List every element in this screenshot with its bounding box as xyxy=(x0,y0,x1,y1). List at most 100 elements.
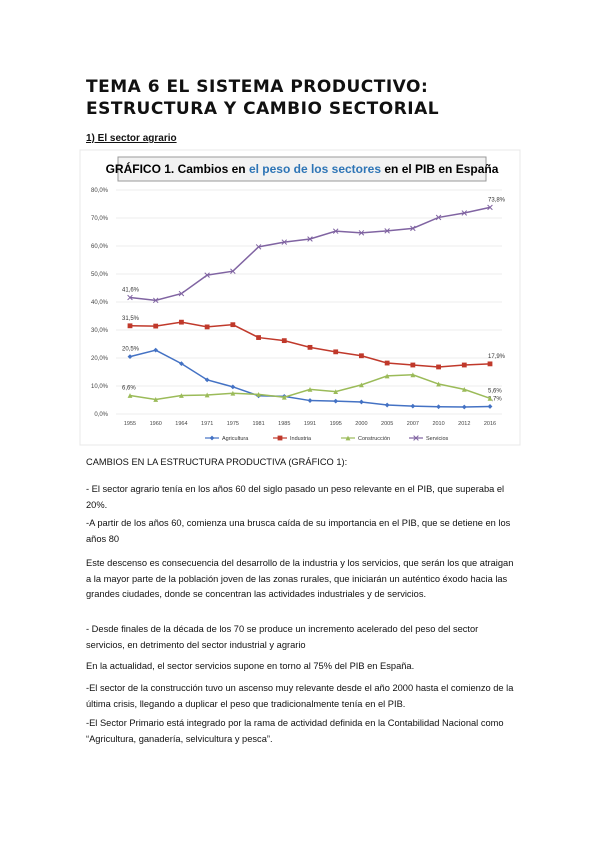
point-marker xyxy=(384,228,390,234)
x-tick-label: 2005 xyxy=(381,421,393,427)
point-marker xyxy=(230,390,236,396)
point-marker xyxy=(127,323,133,329)
point-marker xyxy=(487,404,493,409)
point-marker xyxy=(461,210,468,216)
data-label: 41,6% xyxy=(122,288,140,294)
point-marker xyxy=(332,228,339,234)
chart-title-box xyxy=(117,156,487,182)
x-tick-label: 1955 xyxy=(124,421,136,427)
point-marker xyxy=(230,322,236,328)
section-title: CAMBIOS EN LA ESTRUCTURA PRODUCTIVA (GRÁ… xyxy=(86,457,348,467)
point-marker xyxy=(410,372,416,378)
y-tick-label: 30,0% xyxy=(91,328,109,334)
point-marker xyxy=(179,393,184,398)
point-marker xyxy=(127,393,133,398)
point-marker xyxy=(307,398,313,403)
point-marker xyxy=(384,402,390,408)
paragraph: - El sector agrario tenía en los años 60… xyxy=(86,484,505,510)
point-marker xyxy=(384,360,390,366)
paragraph: En la actualidad, el sector servicios su… xyxy=(86,661,415,671)
legend-marker xyxy=(277,435,283,441)
point-marker xyxy=(127,354,133,359)
point-marker xyxy=(153,323,159,329)
title-part: en el PIB en España xyxy=(384,162,498,176)
data-label: 20,5% xyxy=(122,347,140,353)
x-tick-label: 1964 xyxy=(175,421,187,427)
title-highlight: el peso de los sectores xyxy=(249,162,381,176)
point-marker xyxy=(359,353,364,359)
paragraph: Este descenso es consecuencia del desarr… xyxy=(86,558,514,599)
point-marker xyxy=(487,395,493,401)
point-marker xyxy=(178,290,185,297)
point-marker xyxy=(359,382,364,388)
x-tick-label: 1995 xyxy=(330,421,342,427)
data-label: 31,5% xyxy=(122,316,140,322)
point-marker xyxy=(461,404,467,410)
point-marker xyxy=(179,319,184,325)
point-marker xyxy=(384,373,390,379)
x-tick-label: 2000 xyxy=(355,421,367,427)
x-tick-label: 2010 xyxy=(432,421,444,427)
point-marker xyxy=(230,384,236,390)
point-marker xyxy=(127,294,133,301)
x-tick-label: 2012 xyxy=(458,421,470,427)
title-part: GRÁFICO 1. Cambios en xyxy=(106,161,246,176)
paragraph: -El Sector Primario está integrado por l… xyxy=(86,718,504,744)
paragraph: -El sector de la construcción tuvo un as… xyxy=(86,683,514,709)
x-tick-label: 2007 xyxy=(407,421,419,427)
point-marker xyxy=(255,244,262,250)
data-label: 2,7% xyxy=(488,396,502,402)
point-marker xyxy=(204,324,210,330)
point-marker xyxy=(436,364,441,370)
x-tick-label: 1985 xyxy=(278,421,290,427)
point-marker xyxy=(487,204,493,211)
x-tick-label: 1981 xyxy=(252,421,264,427)
point-marker xyxy=(204,272,210,278)
data-label: 6,6% xyxy=(122,386,136,392)
point-marker xyxy=(256,335,261,340)
point-marker xyxy=(204,392,210,398)
legend-marker xyxy=(345,435,351,441)
point-marker xyxy=(179,361,184,366)
x-tick-label: 1975 xyxy=(227,421,239,427)
point-marker xyxy=(153,397,159,402)
point-marker xyxy=(410,225,416,232)
point-marker xyxy=(436,381,441,387)
chart-frame xyxy=(79,149,521,446)
point-marker xyxy=(435,214,442,221)
x-tick-label: 2016 xyxy=(484,421,496,427)
point-marker xyxy=(153,347,159,353)
data-label: 73,8% xyxy=(488,197,506,203)
y-tick-label: 20,0% xyxy=(91,356,109,362)
point-marker xyxy=(487,361,493,367)
point-marker xyxy=(461,362,467,368)
point-marker xyxy=(358,230,365,236)
legend-label: Servicios xyxy=(426,436,449,442)
data-label: 5,6% xyxy=(488,388,502,394)
point-marker xyxy=(204,377,210,383)
point-marker xyxy=(230,268,236,274)
y-tick-label: 70,0% xyxy=(91,216,109,222)
point-marker xyxy=(281,394,287,400)
y-tick-label: 40,0% xyxy=(91,300,109,306)
x-tick-label: 1971 xyxy=(201,421,213,427)
point-marker xyxy=(256,392,261,397)
legend-marker xyxy=(209,435,215,441)
point-marker xyxy=(436,404,441,410)
legend-label: Agricultura xyxy=(222,436,249,442)
legend-label: Industria xyxy=(290,436,312,442)
point-marker xyxy=(307,386,313,392)
point-marker xyxy=(333,349,339,355)
y-tick-label: 0,0% xyxy=(94,412,108,418)
point-marker xyxy=(461,386,467,392)
paragraph: -A partir de los años 60, comienza una b… xyxy=(86,518,511,544)
legend-label: Construcción xyxy=(358,436,390,442)
point-marker xyxy=(307,344,313,350)
point-marker xyxy=(281,338,287,344)
section-subtitle: 1) El sector agrario xyxy=(86,133,177,144)
y-tick-label: 60,0% xyxy=(91,244,109,250)
point-marker xyxy=(333,389,339,394)
point-marker xyxy=(307,236,313,242)
y-tick-label: 10,0% xyxy=(91,384,109,390)
